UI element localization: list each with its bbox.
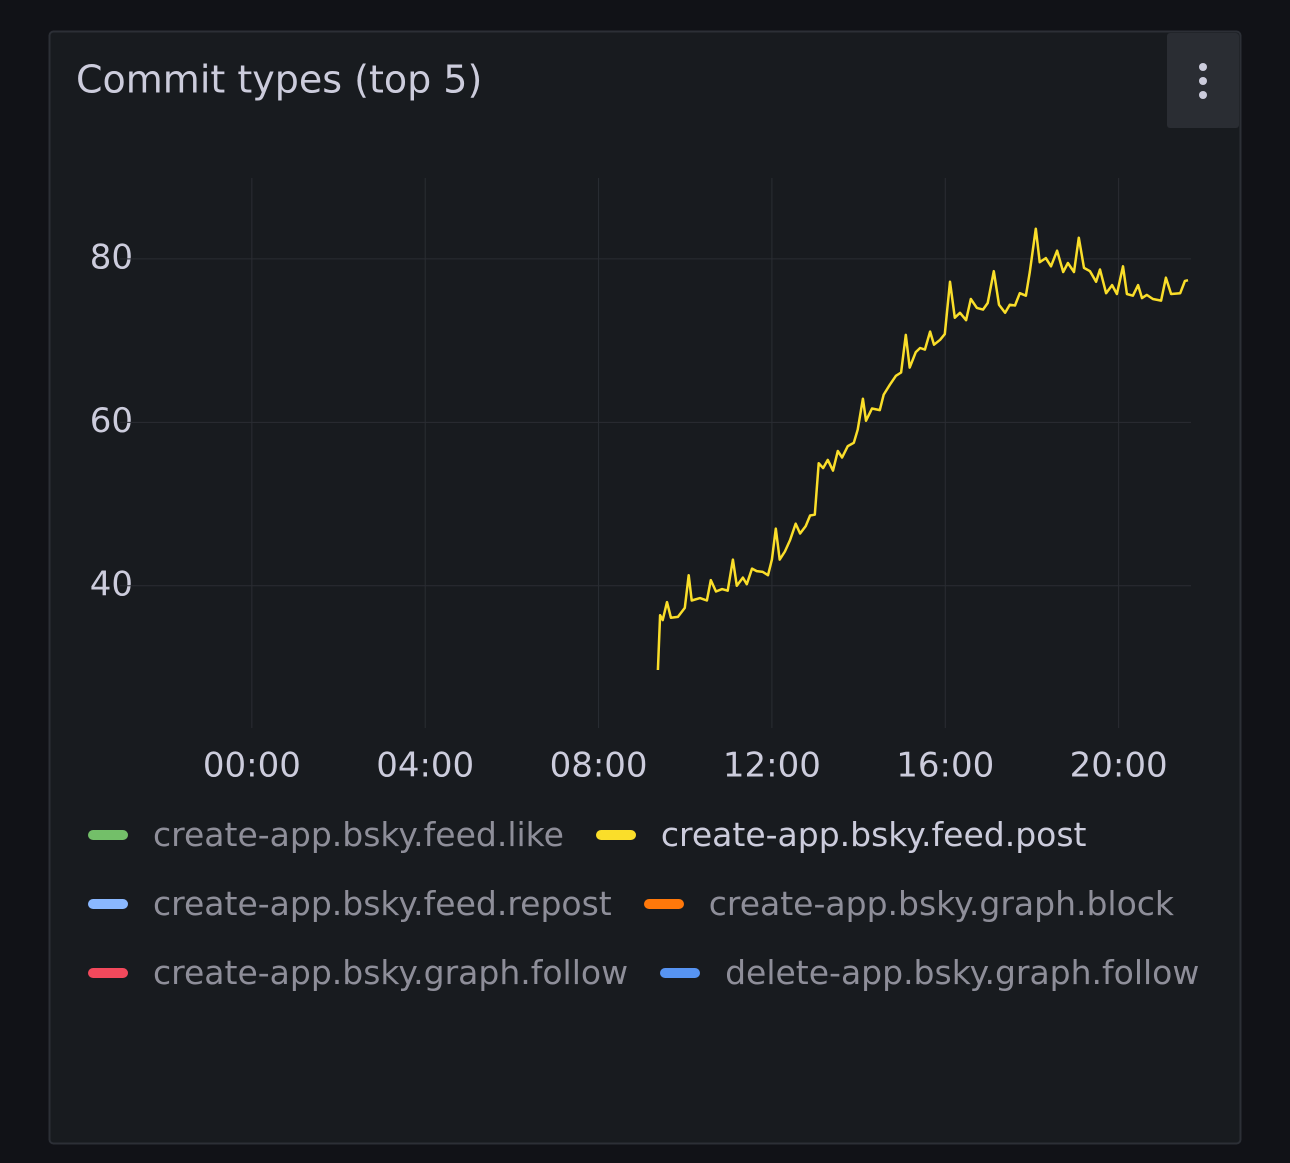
legend-label: create-app.bsky.graph.follow (153, 953, 629, 992)
legend: create-app.bsky.feed.like create-app.bsky… (88, 800, 1208, 1116)
legend-swatch (88, 829, 128, 840)
menu-dot (1199, 63, 1207, 71)
legend-item[interactable]: create-app.bsky.feed.post (595, 800, 1087, 869)
y-tick-label: 80 (90, 237, 133, 277)
legend-item[interactable]: create-app.bsky.graph.follow (88, 938, 628, 1007)
legend-swatch (660, 967, 701, 978)
menu-dot (1199, 91, 1207, 99)
panel-menu[interactable] (1167, 33, 1239, 128)
x-tick-label: 00:00 (203, 746, 301, 786)
series-line (656, 227, 1189, 671)
legend-item[interactable]: create-app.bsky.graph.block (643, 869, 1175, 938)
legend-swatch (88, 898, 128, 909)
menu-dot (1199, 77, 1207, 85)
legend-item[interactable]: create-app.bsky.feed.repost (88, 869, 612, 938)
x-tick-label: 16:00 (896, 746, 994, 786)
x-tick-label: 04:00 (376, 746, 474, 786)
legend-label: create-app.bsky.graph.block (708, 884, 1175, 923)
legend-swatch (643, 898, 684, 909)
y-tick-label: 40 (90, 564, 133, 604)
x-tick-label: 08:00 (550, 746, 648, 786)
panel (48, 30, 1242, 1145)
legend-label: create-app.bsky.feed.like (153, 815, 564, 854)
x-tick-label: 20:00 (1070, 746, 1168, 786)
x-tick-label: 12:00 (723, 746, 821, 786)
legend-swatch (595, 829, 636, 840)
legend-label: create-app.bsky.feed.post (660, 815, 1087, 854)
legend-item[interactable]: create-app.bsky.feed.like (88, 800, 564, 869)
legend-swatch (88, 967, 128, 978)
y-tick-label: 60 (90, 401, 133, 441)
legend-label: delete-app.bsky.graph.follow (725, 953, 1200, 992)
chart-title: Commit types (top 5) (76, 58, 482, 102)
legend-item[interactable]: delete-app.bsky.graph.follow (660, 938, 1199, 1007)
legend-label: create-app.bsky.feed.repost (153, 884, 612, 923)
